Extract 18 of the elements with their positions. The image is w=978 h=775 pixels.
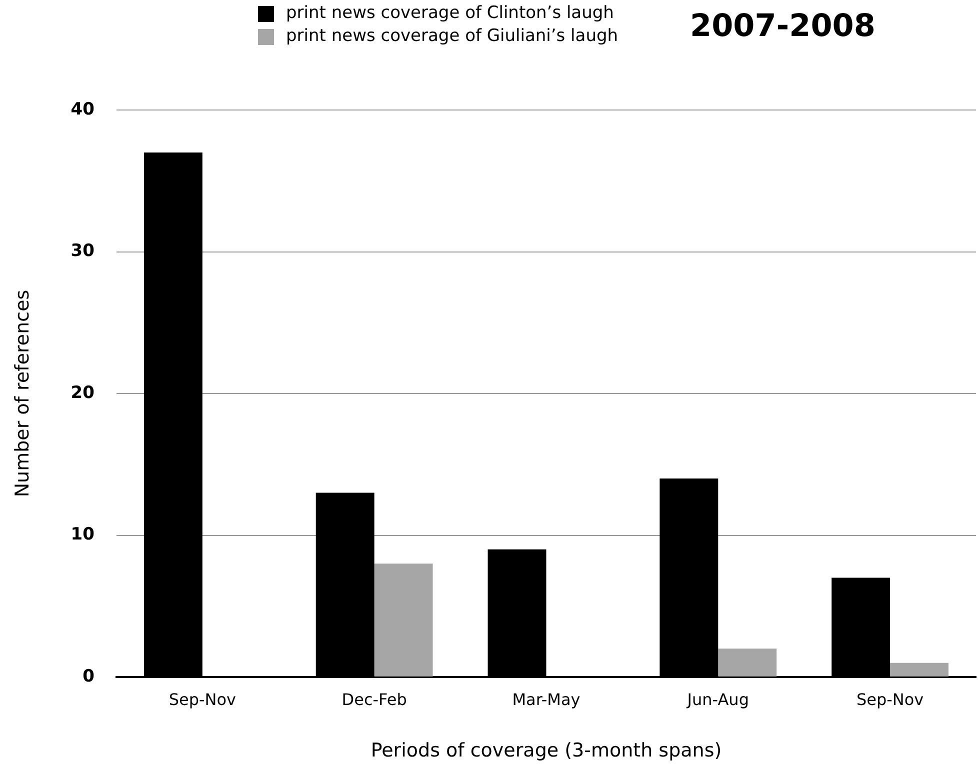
bar: [374, 564, 433, 676]
x-tick-label: Mar-May: [512, 690, 580, 709]
x-tick-label: Sep-Nov: [168, 690, 236, 709]
x-axis-title: Periods of coverage (3-month spans): [370, 740, 722, 762]
y-tick-label: 0: [82, 666, 95, 686]
y-axis-title: Number of references: [11, 290, 34, 498]
y-tick-label: 40: [70, 99, 95, 120]
x-tick-label: Jun-Aug: [686, 690, 749, 709]
bar: [718, 648, 777, 676]
y-tick-label: 30: [70, 241, 95, 262]
x-tick-label: Dec-Feb: [342, 690, 407, 709]
y-tick-label: 10: [70, 524, 95, 545]
x-tick-label: Sep-Nov: [856, 690, 924, 709]
chart-title: 2007-2008: [690, 8, 876, 44]
y-tick-label: 20: [70, 382, 95, 403]
bar: [890, 662, 948, 676]
legend-label: print news coverage of Clinton’s laugh: [286, 2, 614, 25]
legend-label: print news coverage of Giuliani’s laugh: [286, 25, 618, 48]
